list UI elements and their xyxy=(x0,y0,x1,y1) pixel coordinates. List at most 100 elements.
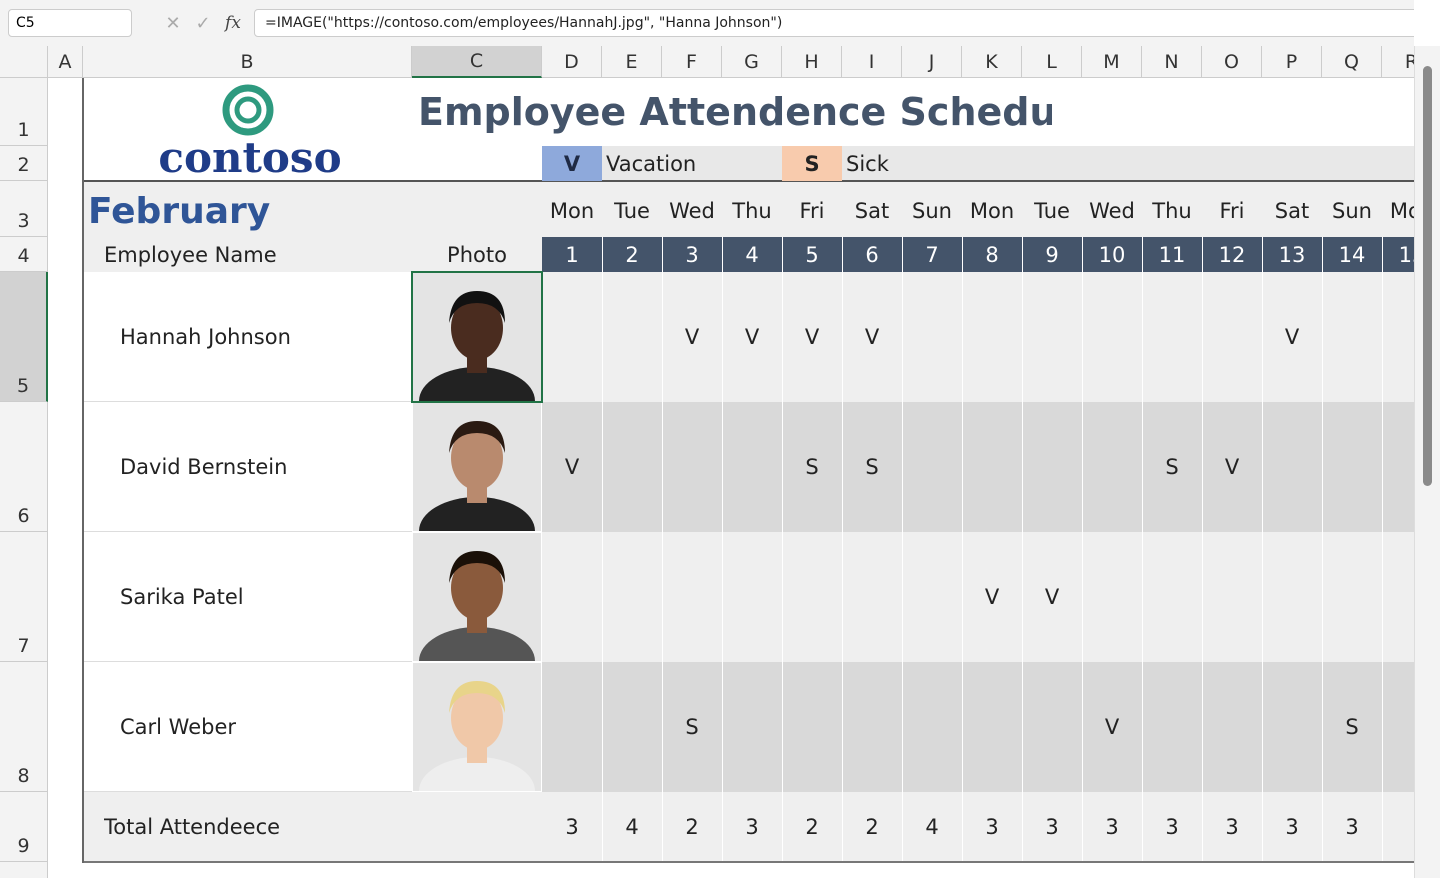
scroll-thumb[interactable] xyxy=(1423,66,1432,486)
date-separator xyxy=(722,237,723,272)
column-header[interactable]: C xyxy=(412,46,542,78)
column-header[interactable]: R xyxy=(1382,46,1414,78)
attendance-mark: V xyxy=(684,325,700,349)
column-separator xyxy=(1382,272,1383,862)
total-value: 4 xyxy=(625,815,639,839)
row-header[interactable]: 1 xyxy=(0,78,48,146)
row-header[interactable]: 4 xyxy=(0,237,48,272)
total-label: Total Attendeece xyxy=(104,815,281,839)
attendance-mark: S xyxy=(1165,455,1179,479)
attendance-mark xyxy=(1382,402,1414,532)
date: 10 xyxy=(1098,242,1126,267)
attendance-mark xyxy=(1262,662,1322,792)
column-header[interactable]: H xyxy=(782,46,842,78)
column-header[interactable]: L xyxy=(1022,46,1082,78)
column-header[interactable]: A xyxy=(48,46,83,78)
column-header[interactable]: J xyxy=(902,46,962,78)
enter-button[interactable]: ✓ xyxy=(195,12,211,34)
row-header[interactable]: 9 xyxy=(0,792,48,862)
column-header[interactable]: E xyxy=(602,46,662,78)
attendance-mark: S xyxy=(865,455,879,479)
row-header[interactable]: 8 xyxy=(0,662,48,792)
attendance-mark xyxy=(602,662,662,792)
date: 4 xyxy=(745,242,759,267)
row-header[interactable]: 5 xyxy=(0,272,48,402)
column-header[interactable]: M xyxy=(1082,46,1142,78)
date-separator xyxy=(602,237,603,272)
attendance-mark xyxy=(542,272,602,402)
scrollbar[interactable] xyxy=(1414,46,1440,878)
attendance-mark: V xyxy=(1044,585,1060,609)
column-header[interactable]: D xyxy=(542,46,602,78)
photo[interactable] xyxy=(411,271,543,403)
attendance-mark xyxy=(1142,532,1202,662)
attendance-mark xyxy=(1022,272,1082,402)
attendance-mark xyxy=(962,662,1022,792)
attendance-mark xyxy=(662,532,722,662)
date-separator xyxy=(1322,237,1323,272)
total-value: 3 xyxy=(565,815,579,839)
column-separator xyxy=(782,272,783,862)
attendance-mark xyxy=(1082,532,1142,662)
day-name: Sun xyxy=(1332,199,1372,223)
date-separator xyxy=(1082,237,1083,272)
photo-portrait xyxy=(419,551,535,661)
date: 1 xyxy=(565,242,579,267)
select-all[interactable] xyxy=(0,46,48,78)
column-separator xyxy=(662,272,663,862)
attendance-mark xyxy=(602,402,662,532)
total-value: 3 xyxy=(745,815,759,839)
day-name: Thu xyxy=(1152,199,1192,223)
attendance-mark xyxy=(1382,532,1414,662)
day-name: Mon xyxy=(969,199,1015,223)
date-separator xyxy=(782,237,783,272)
column-separator xyxy=(1022,272,1023,862)
column-header[interactable]: Q xyxy=(1322,46,1382,78)
date-separator xyxy=(1382,237,1383,272)
attendance-mark xyxy=(722,532,782,662)
day-name: Wed xyxy=(1089,199,1135,223)
date: 13 xyxy=(1278,242,1306,267)
formula-input[interactable]: =IMAGE("https://contoso.com/employees/Ha… xyxy=(254,9,1414,37)
name-cell xyxy=(83,272,412,402)
attendance-mark xyxy=(1322,402,1382,532)
name-box[interactable]: C5 xyxy=(8,9,132,37)
column-header[interactable]: F xyxy=(662,46,722,78)
column-header[interactable]: P xyxy=(1262,46,1322,78)
column-header[interactable]: O xyxy=(1202,46,1262,78)
date-separator xyxy=(1142,237,1143,272)
attendance-mark xyxy=(1142,662,1202,792)
date-separator xyxy=(1202,237,1203,272)
column-header[interactable]: I xyxy=(842,46,902,78)
column-header[interactable]: B xyxy=(83,46,412,78)
attendance-mark xyxy=(1202,532,1262,662)
row-header[interactable]: 2 xyxy=(0,146,48,181)
total-value: 3 xyxy=(985,815,999,839)
column-header[interactable]: K xyxy=(962,46,1022,78)
row-header[interactable]: 6 xyxy=(0,402,48,532)
day-name: Mon xyxy=(549,199,595,223)
date-separator xyxy=(1022,237,1023,272)
photo xyxy=(413,533,541,661)
attendance-mark xyxy=(962,402,1022,532)
vacation-key: V xyxy=(542,146,602,181)
column-header[interactable]: G xyxy=(722,46,782,78)
attendance-mark xyxy=(1322,272,1382,402)
row-header[interactable]: 7 xyxy=(0,532,48,662)
column-separator xyxy=(842,272,843,862)
column-header[interactable]: N xyxy=(1142,46,1202,78)
header-border xyxy=(83,180,1414,182)
column-separator xyxy=(722,272,723,862)
schedule-row xyxy=(542,532,1414,662)
fx-button[interactable]: fx xyxy=(225,13,241,33)
total-value: 4 xyxy=(925,815,939,839)
row-header-empty xyxy=(0,862,48,878)
cancel-button[interactable]: ✕ xyxy=(165,12,181,34)
attendance-mark xyxy=(782,662,842,792)
column-separator xyxy=(1262,272,1263,862)
row-header[interactable]: 3 xyxy=(0,181,48,237)
photo-portrait xyxy=(419,421,535,531)
schedule-row xyxy=(542,272,1414,402)
attendance-mark: V xyxy=(984,585,1000,609)
